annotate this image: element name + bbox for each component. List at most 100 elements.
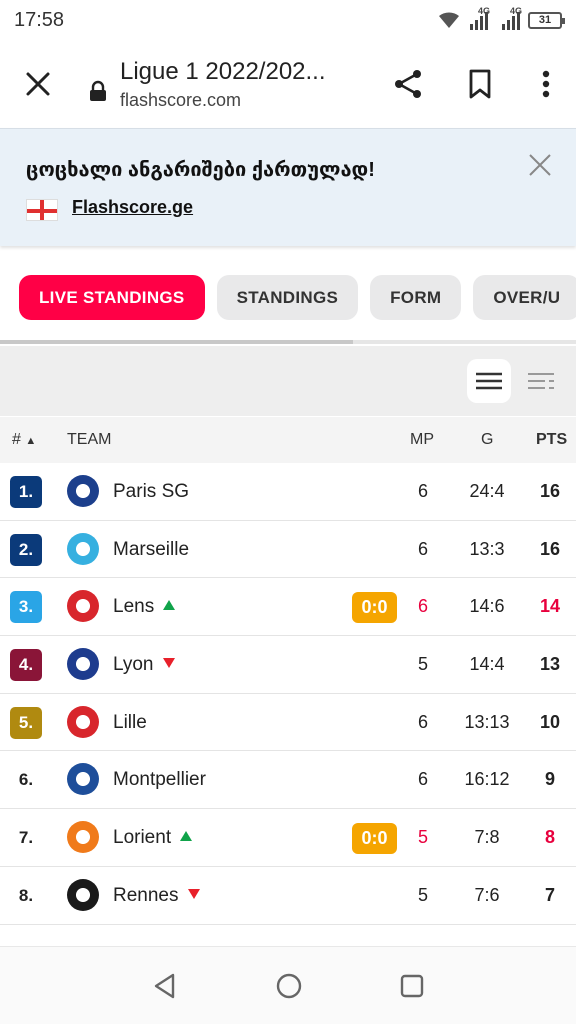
url-display[interactable]: Ligue 1 2022/202... flashscore.com [120, 58, 372, 111]
table-row[interactable]: 4. Lyon 5 14:4 13 [0, 636, 576, 694]
list-icon [476, 372, 502, 390]
matches-played: 6 [417, 538, 428, 559]
georgia-flag-icon [26, 199, 58, 221]
team-name[interactable]: Lille [113, 712, 147, 734]
trend-down-icon [162, 658, 175, 669]
team-name-label: Lyon [113, 654, 154, 676]
standings-tabs: LIVE STANDINGS STANDINGS FORM OVER/U [19, 275, 576, 320]
team-name[interactable]: Montpellier [113, 769, 206, 791]
close-tab-button[interactable] [0, 40, 76, 128]
page-domain: flashscore.com [120, 89, 242, 110]
goals: 14:6 [469, 596, 505, 617]
points: 16 [539, 538, 561, 559]
table-row[interactable]: 3. Lens 0:0 6 14:6 14 [0, 578, 576, 637]
table-row[interactable]: 5. Lille 6 13:13 10 [0, 693, 576, 752]
page-title: Ligue 1 2022/202... [120, 57, 326, 85]
wifi-icon [439, 12, 459, 28]
table-row[interactable]: 7. Lorient 0:0 5 7:8 8 [0, 809, 576, 867]
col-rank-label: # [12, 431, 21, 448]
signal-icon: 4G [502, 6, 522, 30]
share-icon [395, 70, 421, 98]
rank-badge: 4. [10, 649, 42, 682]
lock-icon [76, 66, 120, 102]
trend-up-icon [163, 600, 176, 611]
view-list-button[interactable] [467, 359, 511, 403]
team-name[interactable]: Marseille [113, 539, 189, 561]
goals: 13:3 [469, 538, 505, 559]
team-name-label: Marseille [113, 538, 190, 560]
rank-badge: 3. [10, 591, 42, 624]
goals: 14:4 [469, 654, 505, 675]
tab-form[interactable]: FORM [370, 275, 462, 320]
table-row[interactable]: 1. Paris SG 6 24:4 16 [0, 463, 576, 521]
back-icon[interactable] [151, 972, 179, 1000]
points: 10 [539, 711, 561, 732]
bookmark-button[interactable] [444, 40, 516, 128]
view-toggle-bar [0, 346, 576, 416]
goals: 13:13 [464, 711, 510, 732]
live-score-badge[interactable]: 0:0 [352, 823, 397, 855]
team-name[interactable]: Paris SG [113, 481, 189, 503]
compact-list-icon [528, 373, 554, 389]
live-score-badge[interactable]: 0:0 [352, 592, 397, 624]
tab-over-under[interactable]: OVER/U [473, 275, 576, 320]
team-logo-icon [67, 590, 99, 623]
team-name[interactable]: Rennes [113, 885, 200, 907]
rank-badge: 1. [10, 476, 42, 508]
battery-level: 31 [538, 13, 552, 26]
close-icon [26, 72, 50, 96]
team-logo-icon [67, 648, 99, 681]
recents-icon[interactable] [399, 973, 425, 999]
banner-text: ცოცხალი ანგარიშები ქართულად! [26, 159, 375, 181]
team-name-label: Lille [113, 711, 147, 733]
table-row[interactable]: 8. Rennes 5 7:6 7 [0, 866, 576, 925]
trend-down-icon [187, 888, 200, 899]
banner-link[interactable]: Flashscore.ge [72, 197, 194, 217]
tab-live-standings[interactable]: LIVE STANDINGS [19, 275, 205, 320]
rank-badge: 2. [10, 533, 42, 566]
more-options-button[interactable] [516, 40, 576, 128]
matches-played: 5 [417, 654, 428, 675]
rank-badge: 6. [18, 770, 34, 790]
rank-badge: 5. [10, 706, 42, 739]
share-button[interactable] [372, 40, 444, 128]
table-row[interactable]: 2. Marseille 6 13:3 16 [0, 520, 576, 579]
browser-toolbar: Ligue 1 2022/202... flashscore.com [0, 40, 576, 128]
goals: 24:4 [469, 481, 505, 501]
android-nav-bar [0, 946, 576, 1024]
network-type-label: 4G [509, 6, 522, 16]
team-name[interactable]: Lens [113, 596, 176, 618]
tab-standings[interactable]: STANDINGS [216, 275, 359, 320]
table-row[interactable]: 6. Montpellier 6 16:12 9 [0, 751, 576, 810]
matches-played: 5 [417, 884, 428, 905]
points: 14 [539, 596, 561, 617]
team-name[interactable]: Lorient [113, 827, 193, 849]
col-rank-header[interactable]: # ▲ [12, 431, 36, 449]
more-vert-icon [542, 70, 550, 98]
points: 13 [539, 654, 561, 675]
team-name[interactable]: Lyon [113, 654, 175, 676]
team-name-label: Lens [113, 596, 155, 618]
home-icon[interactable] [275, 972, 303, 1000]
matches-played: 6 [417, 711, 428, 732]
battery-icon: 31 [528, 11, 565, 29]
table-header: # ▲ TEAM MP G PTS [0, 417, 576, 463]
team-name-label: Montpellier [113, 769, 206, 791]
goals: 7:8 [474, 827, 500, 848]
network-type-label: 4G [477, 6, 490, 16]
team-name-label: Lorient [113, 827, 172, 849]
team-logo-icon [67, 705, 99, 738]
view-compact-button[interactable] [519, 359, 563, 403]
col-team-header: TEAM [67, 431, 112, 448]
signal-icon: 4G [470, 6, 490, 30]
col-mp-header: MP [410, 431, 434, 448]
goals: 16:12 [464, 769, 510, 790]
points: 8 [544, 827, 555, 848]
matches-played: 6 [417, 769, 428, 790]
banner-close-icon[interactable] [528, 153, 552, 177]
matches-played: 5 [417, 827, 428, 848]
team-logo-icon [67, 763, 99, 796]
trend-up-icon [180, 831, 193, 842]
col-pts-header: PTS [536, 431, 568, 448]
team-logo-icon [67, 475, 99, 507]
